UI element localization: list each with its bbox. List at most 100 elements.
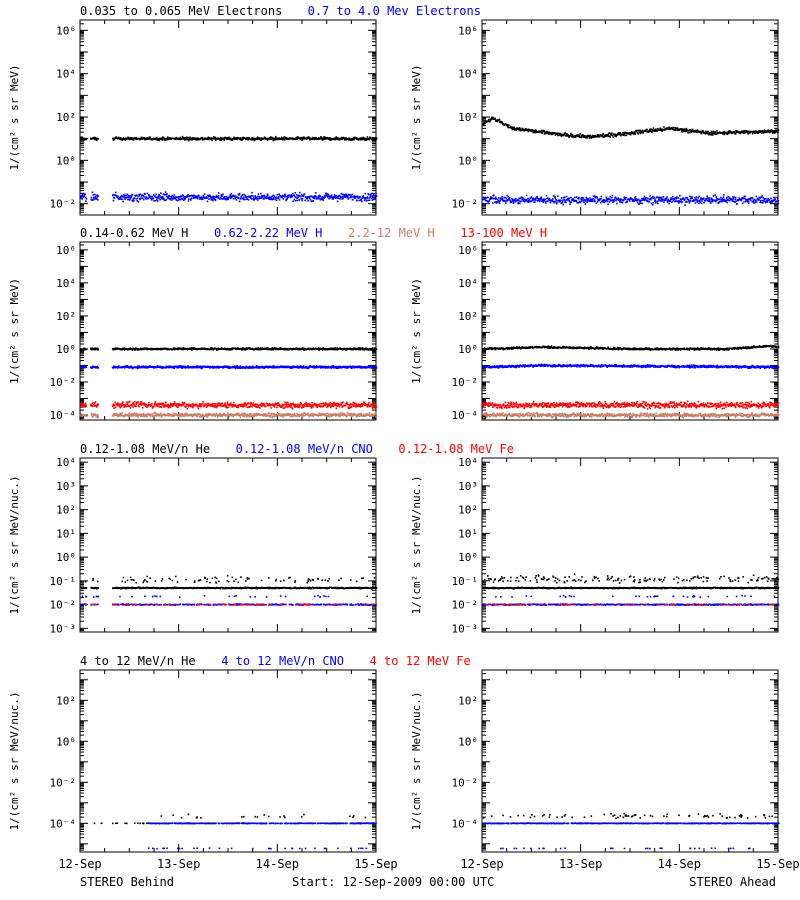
data-point (298, 349, 301, 351)
data-point (208, 198, 210, 200)
data-point (219, 136, 222, 139)
data-point (301, 138, 304, 141)
data-point (135, 198, 138, 200)
data-point (336, 195, 338, 198)
data-point (195, 138, 198, 141)
data-point (370, 415, 372, 417)
data-point (762, 200, 765, 202)
data-point (569, 201, 572, 204)
data-point (305, 196, 308, 199)
data-point (583, 201, 585, 204)
data-point (120, 405, 123, 407)
data-point (558, 134, 560, 136)
data-point (552, 200, 554, 203)
data-point (751, 132, 754, 135)
data-point (112, 193, 114, 196)
data-point (674, 197, 677, 199)
data-point (130, 196, 133, 198)
data-point (174, 138, 177, 141)
data-point (490, 118, 493, 120)
data-point (238, 366, 241, 368)
data-point (316, 414, 319, 416)
data-point (123, 349, 126, 351)
data-point (207, 137, 209, 140)
data-point (564, 133, 566, 136)
data-point (330, 367, 333, 369)
data-point (351, 193, 353, 196)
data-point (579, 133, 581, 135)
data-point (695, 198, 697, 200)
data-point (199, 197, 201, 200)
data-point (357, 195, 359, 198)
data-point (353, 367, 355, 369)
data-point (587, 197, 589, 200)
data-point (224, 365, 227, 367)
data-point (83, 195, 85, 198)
data-point (168, 365, 170, 368)
data-point (700, 131, 702, 134)
data-point (93, 197, 96, 199)
data-point (183, 139, 186, 141)
data-point (211, 415, 214, 417)
data-point (207, 402, 209, 405)
data-point (241, 414, 244, 417)
data-point (356, 137, 359, 140)
data-point (255, 415, 257, 417)
data-point (512, 128, 515, 131)
data-point (596, 197, 598, 199)
data-point (543, 130, 545, 132)
data-point (532, 129, 535, 132)
data-point (543, 133, 546, 135)
data-point (187, 365, 189, 367)
data-point (252, 365, 254, 368)
data-point (764, 129, 767, 132)
data-point (132, 198, 135, 200)
data-point (540, 200, 543, 202)
data-point (522, 200, 525, 203)
data-point (494, 196, 497, 198)
data-point (179, 415, 181, 417)
data-point (375, 137, 378, 140)
data-point (138, 405, 140, 408)
data-point (612, 199, 614, 201)
data-point (253, 139, 256, 142)
data-point (353, 136, 355, 139)
data-point (283, 413, 286, 415)
data-point (334, 195, 336, 197)
data-point (559, 200, 562, 203)
data-point (723, 194, 725, 196)
data-point (590, 137, 592, 139)
data-point (81, 194, 83, 197)
data-point (373, 138, 375, 141)
data-point (157, 195, 160, 198)
data-point (562, 203, 565, 206)
data-point (131, 404, 133, 407)
data-point (351, 367, 353, 369)
data-point (127, 401, 130, 403)
data-point (161, 195, 164, 198)
data-point (551, 199, 553, 201)
data-point (127, 195, 130, 197)
data-point (618, 133, 621, 136)
data-point (244, 367, 247, 369)
data-point (119, 403, 121, 405)
data-point (768, 199, 771, 201)
data-point (82, 192, 85, 195)
data-point (568, 200, 571, 202)
data-point (518, 127, 521, 129)
data-point (200, 405, 202, 408)
data-point (203, 196, 205, 198)
y-tick-label: 10⁻² (50, 376, 77, 389)
data-point (770, 197, 772, 200)
data-point (623, 131, 625, 134)
data-point (633, 200, 635, 203)
data-point (303, 136, 305, 138)
data-point (691, 196, 693, 198)
data-point (749, 197, 752, 199)
data-point (252, 195, 254, 197)
data-point (307, 137, 310, 140)
data-point (150, 199, 153, 201)
data-point (360, 414, 362, 417)
data-point (277, 413, 280, 415)
data-point (226, 138, 228, 140)
